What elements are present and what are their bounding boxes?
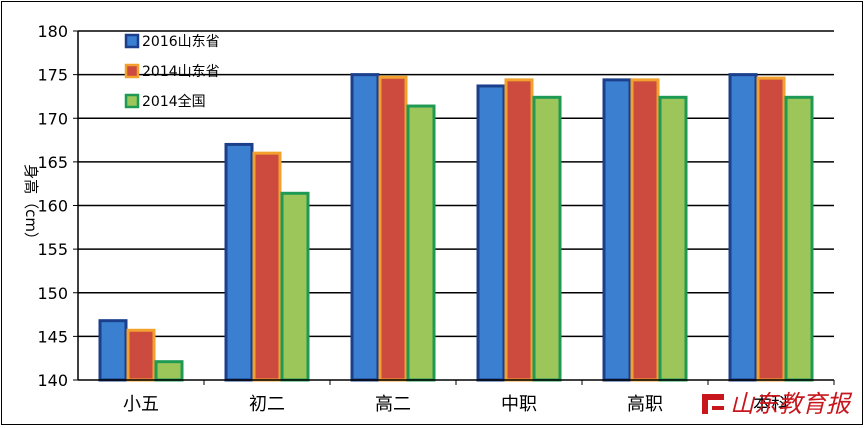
y-tick-label: 165 — [37, 153, 68, 172]
watermark: 山东教育报 — [702, 390, 853, 418]
y-tick-label: 175 — [37, 66, 68, 85]
bar — [252, 151, 282, 382]
y-axis-label: 身高（cm） — [22, 164, 40, 247]
bar — [224, 142, 254, 382]
y-tick-label: 140 — [37, 371, 68, 390]
y-tick-label: 170 — [37, 109, 68, 128]
bar — [126, 328, 156, 382]
x-category-label: 中职 — [501, 394, 537, 415]
x-category-label: 高二 — [375, 394, 411, 415]
y-tick-label: 150 — [37, 284, 68, 303]
bar — [98, 319, 128, 382]
bar — [784, 95, 814, 382]
y-tick-label: 145 — [37, 327, 68, 346]
x-category-label: 本科 — [753, 394, 789, 415]
bar — [476, 84, 506, 382]
x-category-labels: 小五 初二 高二 中职 高职 本科 — [123, 394, 789, 415]
axes — [73, 30, 835, 385]
y-tick-label: 155 — [37, 240, 68, 259]
bar — [602, 78, 632, 382]
y-tick-labels: 140 145 150 155 160 165 170 175 180 — [37, 22, 68, 390]
legend-label: 2016山东省 — [142, 34, 220, 50]
bar — [658, 95, 688, 382]
bar — [504, 78, 534, 382]
watermark-logo-icon — [702, 394, 724, 414]
bar — [154, 360, 184, 382]
x-category-label: 小五 — [123, 394, 159, 415]
bar — [756, 76, 786, 382]
bars — [98, 73, 814, 382]
legend-label: 2014全国 — [142, 93, 206, 110]
watermark-text: 山东教育报 — [730, 390, 853, 418]
legend-label: 2014山东省 — [142, 64, 220, 80]
legend: 2016山东省 2014山东省 2014全国 — [124, 33, 220, 110]
bar — [280, 191, 310, 382]
bar — [350, 73, 380, 382]
gridlines — [78, 30, 834, 338]
y-tick-label: 180 — [37, 22, 68, 41]
x-category-label: 初二 — [249, 394, 285, 415]
bar — [728, 73, 758, 382]
y-tick-label: 160 — [37, 197, 68, 216]
x-category-label: 高职 — [627, 394, 663, 415]
legend-swatch — [124, 93, 140, 109]
bar — [532, 95, 562, 382]
bar — [630, 78, 660, 382]
bar — [406, 104, 436, 382]
legend-swatch — [124, 63, 140, 79]
bar — [378, 75, 408, 382]
legend-swatch — [124, 33, 140, 49]
